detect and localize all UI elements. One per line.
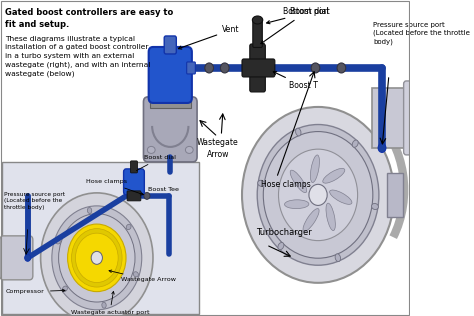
Circle shape: [309, 184, 327, 205]
Circle shape: [263, 131, 373, 258]
Text: Pressure source port
(Located before the throttle
body): Pressure source port (Located before the…: [374, 22, 470, 45]
Circle shape: [311, 63, 320, 73]
Text: Boost dial: Boost dial: [137, 155, 176, 171]
Circle shape: [131, 192, 137, 199]
Ellipse shape: [303, 209, 319, 231]
Ellipse shape: [323, 168, 345, 183]
Circle shape: [25, 254, 31, 261]
Circle shape: [257, 125, 379, 265]
FancyBboxPatch shape: [144, 97, 197, 162]
Ellipse shape: [102, 302, 106, 308]
FancyBboxPatch shape: [149, 98, 191, 108]
Ellipse shape: [147, 146, 155, 153]
Ellipse shape: [258, 180, 264, 186]
Ellipse shape: [326, 203, 335, 231]
Ellipse shape: [329, 190, 352, 204]
Circle shape: [279, 149, 357, 240]
Circle shape: [68, 224, 126, 292]
Circle shape: [242, 107, 394, 283]
Text: Bottom port: Bottom port: [261, 7, 330, 44]
FancyBboxPatch shape: [387, 173, 403, 217]
Text: Compressor: Compressor: [6, 289, 65, 294]
Circle shape: [75, 233, 118, 283]
Text: Boost dial: Boost dial: [267, 8, 329, 24]
Ellipse shape: [252, 16, 263, 24]
Circle shape: [72, 228, 122, 287]
Text: Boost T: Boost T: [273, 72, 318, 90]
Text: Wastegate
Arrow: Wastegate Arrow: [197, 138, 239, 159]
Ellipse shape: [55, 239, 60, 244]
Ellipse shape: [290, 170, 307, 193]
FancyBboxPatch shape: [2, 162, 199, 314]
FancyBboxPatch shape: [250, 44, 265, 92]
Text: Hose clamps: Hose clamps: [86, 179, 144, 195]
FancyBboxPatch shape: [404, 81, 418, 155]
Ellipse shape: [284, 200, 309, 209]
Ellipse shape: [296, 128, 301, 136]
Ellipse shape: [87, 208, 92, 214]
Ellipse shape: [185, 146, 193, 153]
Text: Wastegate Arrow: Wastegate Arrow: [109, 270, 176, 282]
Circle shape: [378, 143, 386, 152]
Ellipse shape: [133, 272, 138, 277]
Circle shape: [52, 206, 142, 310]
FancyBboxPatch shape: [242, 59, 275, 77]
Text: Hose clamps: Hose clamps: [261, 180, 311, 189]
Circle shape: [59, 214, 135, 302]
Ellipse shape: [372, 204, 378, 210]
Ellipse shape: [63, 286, 67, 291]
Circle shape: [220, 63, 229, 73]
Text: Boost Tee: Boost Tee: [140, 187, 179, 194]
FancyBboxPatch shape: [130, 161, 137, 173]
Circle shape: [41, 193, 153, 316]
FancyBboxPatch shape: [149, 47, 192, 103]
Ellipse shape: [126, 224, 131, 230]
Text: Pressure source port
(Located before the
throttle body): Pressure source port (Located before the…: [4, 192, 65, 210]
FancyBboxPatch shape: [372, 88, 408, 148]
FancyBboxPatch shape: [164, 36, 176, 54]
Circle shape: [205, 63, 213, 73]
FancyBboxPatch shape: [253, 19, 262, 47]
Text: Vent: Vent: [178, 26, 240, 49]
Text: These diagrams illustrate a typical
installation of a gated boost controller
in : These diagrams illustrate a typical inst…: [5, 36, 151, 77]
FancyBboxPatch shape: [124, 169, 145, 195]
Circle shape: [91, 251, 102, 264]
FancyBboxPatch shape: [0, 236, 33, 280]
Ellipse shape: [352, 140, 358, 147]
Circle shape: [337, 63, 346, 73]
Ellipse shape: [278, 242, 284, 250]
Text: Turbocharger: Turbocharger: [256, 228, 311, 237]
Ellipse shape: [335, 254, 340, 262]
Text: Wastegate actuator port: Wastegate actuator port: [71, 291, 149, 315]
Ellipse shape: [310, 155, 319, 183]
FancyBboxPatch shape: [187, 62, 195, 74]
Text: Gated boost controllers are easy to
fit and setup.: Gated boost controllers are easy to fit …: [5, 8, 173, 29]
FancyBboxPatch shape: [127, 191, 141, 201]
Circle shape: [144, 192, 150, 199]
